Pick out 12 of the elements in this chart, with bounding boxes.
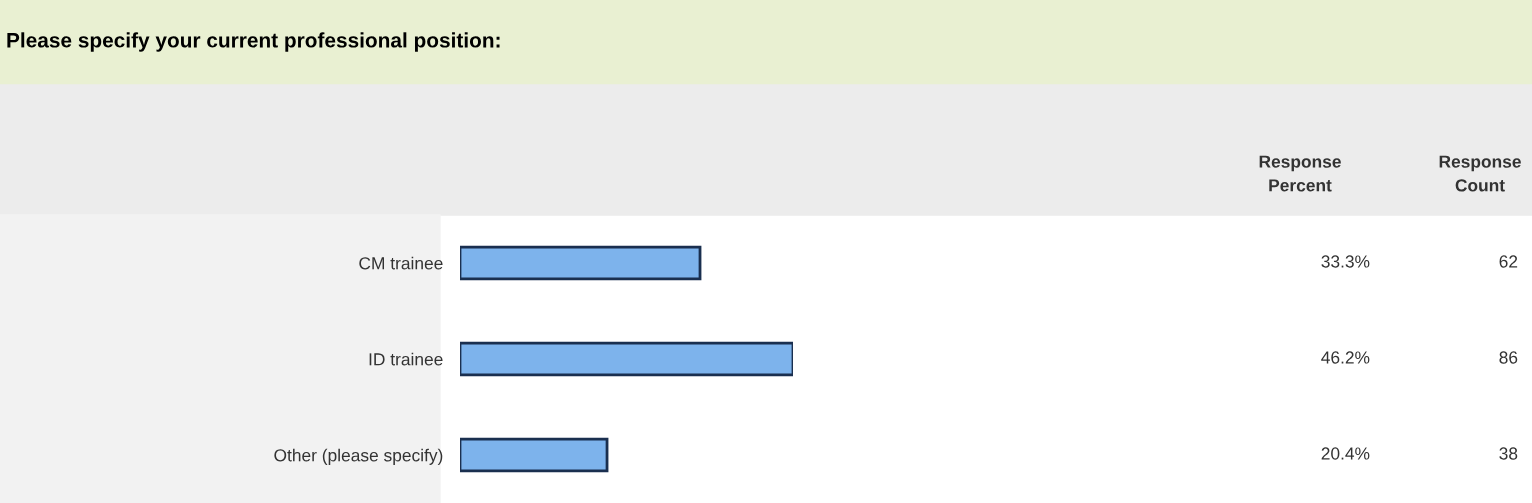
y-tick-label: ID trainee (369, 352, 443, 366)
text: Response Percent (1259, 155, 1341, 192)
y-tick-label: CM trainee (359, 256, 443, 270)
text: 86 (1499, 351, 1518, 364)
text: Response Count (1439, 155, 1521, 192)
text: Please specify your current professional position: (7, 32, 500, 52)
text: 38 (1499, 447, 1518, 460)
data-label: 46.2% (1321, 351, 1370, 364)
text: 62 (1499, 255, 1518, 268)
data-label: 33.3% (1321, 255, 1370, 268)
y-tick-label: Other (please specify) (274, 448, 443, 465)
data-label: 20.4% (1321, 447, 1370, 460)
